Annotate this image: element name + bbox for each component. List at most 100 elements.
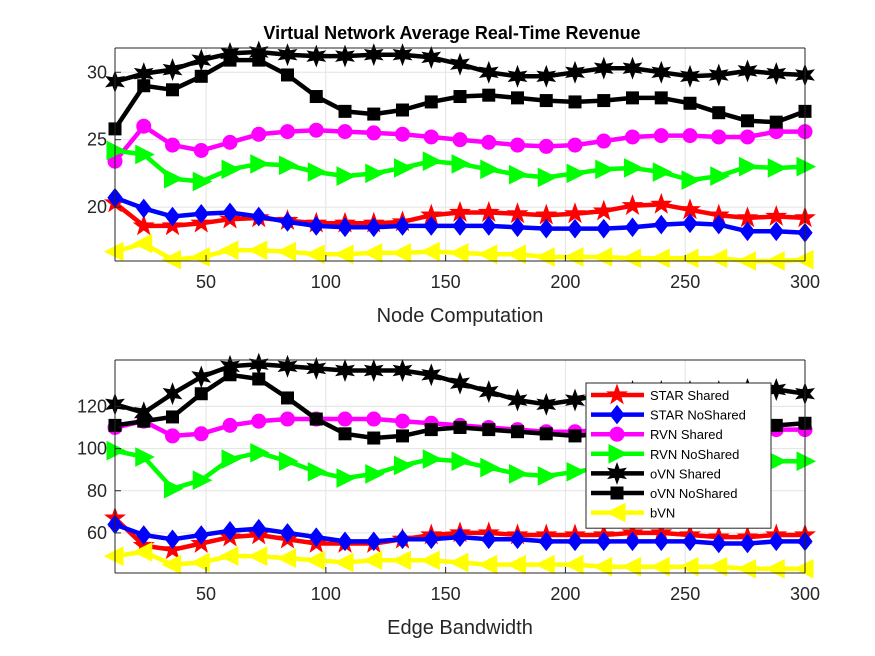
series-bvn	[103, 233, 814, 271]
data-point	[395, 413, 410, 429]
data-point	[653, 128, 669, 144]
data-point	[395, 126, 410, 142]
data-point	[391, 243, 411, 263]
series-ovn-noshared	[108, 53, 812, 136]
data-point	[250, 154, 270, 174]
data-point	[707, 556, 728, 577]
data-point	[164, 206, 181, 227]
data-point	[423, 529, 439, 550]
data-point	[137, 414, 151, 428]
data-point	[593, 56, 614, 80]
data-point	[448, 552, 469, 573]
data-point	[135, 144, 155, 165]
data-point	[193, 204, 209, 224]
data-point	[132, 214, 155, 236]
data-point	[622, 56, 643, 80]
data-point	[596, 133, 612, 149]
data-point	[740, 129, 755, 145]
data-point	[362, 550, 383, 571]
y-tick-label: 20	[87, 197, 107, 217]
data-point	[132, 233, 153, 254]
data-point	[423, 216, 439, 236]
legend-entry: STAR Shared	[591, 383, 729, 405]
data-point	[276, 241, 296, 262]
data-point	[193, 142, 209, 158]
data-point	[307, 461, 328, 482]
data-point	[396, 103, 409, 117]
data-point	[252, 53, 266, 67]
data-point	[192, 171, 213, 192]
x-tick-label: 250	[670, 272, 700, 292]
legend-entry: RVN NoShared	[591, 443, 739, 464]
data-point	[624, 531, 641, 552]
data-point	[507, 64, 528, 88]
data-point	[281, 391, 294, 405]
data-point	[737, 59, 758, 83]
data-point	[306, 44, 327, 68]
figure-title: Virtual Network Average Real-Time Revenu…	[263, 23, 640, 43]
data-point	[363, 359, 384, 382]
data-point	[565, 388, 585, 412]
x-tick-label: 150	[431, 272, 461, 292]
data-point	[712, 106, 726, 120]
data-point	[422, 449, 443, 469]
legend-label: STAR Shared	[650, 388, 729, 403]
series-rvn-noshared	[106, 140, 817, 192]
data-point	[567, 531, 583, 552]
series-bvn	[103, 542, 814, 579]
data-point	[624, 217, 641, 238]
data-point	[222, 417, 238, 433]
data-point	[193, 426, 209, 442]
data-point	[194, 387, 208, 401]
data-point	[650, 192, 673, 214]
data-point	[277, 354, 298, 378]
data-point	[333, 244, 354, 265]
data-point	[335, 44, 355, 68]
data-point	[336, 166, 357, 186]
data-point	[366, 411, 382, 427]
data-point	[193, 525, 209, 545]
data-point	[567, 137, 583, 153]
data-point	[336, 468, 357, 488]
data-point	[223, 53, 237, 67]
data-point	[366, 531, 382, 552]
y-tick-label: 60	[87, 523, 107, 543]
series-rvn-shared	[107, 118, 813, 169]
data-point	[539, 427, 553, 441]
data-point	[480, 457, 500, 478]
data-point	[595, 159, 615, 180]
x-axis-label: Edge Bandwidth	[387, 617, 533, 639]
series-star-noshared	[107, 514, 813, 554]
data-point	[509, 164, 529, 185]
data-point	[510, 137, 525, 153]
data-point	[366, 217, 382, 238]
x-tick-label: 50	[196, 272, 216, 292]
y-tick-label: 80	[87, 481, 107, 501]
data-point	[568, 95, 582, 109]
data-point	[190, 552, 210, 573]
data-point	[423, 129, 439, 145]
data-point	[309, 90, 323, 104]
data-point	[453, 90, 467, 104]
data-point	[566, 461, 587, 482]
data-point	[536, 64, 557, 88]
data-point	[592, 199, 615, 221]
data-point	[511, 91, 524, 105]
data-point	[279, 523, 296, 543]
legend-label: RVN NoShared	[650, 447, 739, 462]
data-point	[596, 531, 612, 552]
data-point	[682, 128, 698, 144]
data-point	[337, 531, 353, 552]
data-point	[739, 156, 759, 177]
data-point	[392, 359, 413, 382]
data-point	[218, 240, 239, 261]
data-point	[420, 550, 440, 571]
data-point	[363, 43, 384, 67]
data-point	[563, 554, 584, 575]
data-point	[337, 217, 353, 238]
data-point	[478, 60, 499, 84]
data-point	[683, 96, 697, 110]
data-point	[567, 218, 583, 239]
data-point	[250, 442, 270, 463]
